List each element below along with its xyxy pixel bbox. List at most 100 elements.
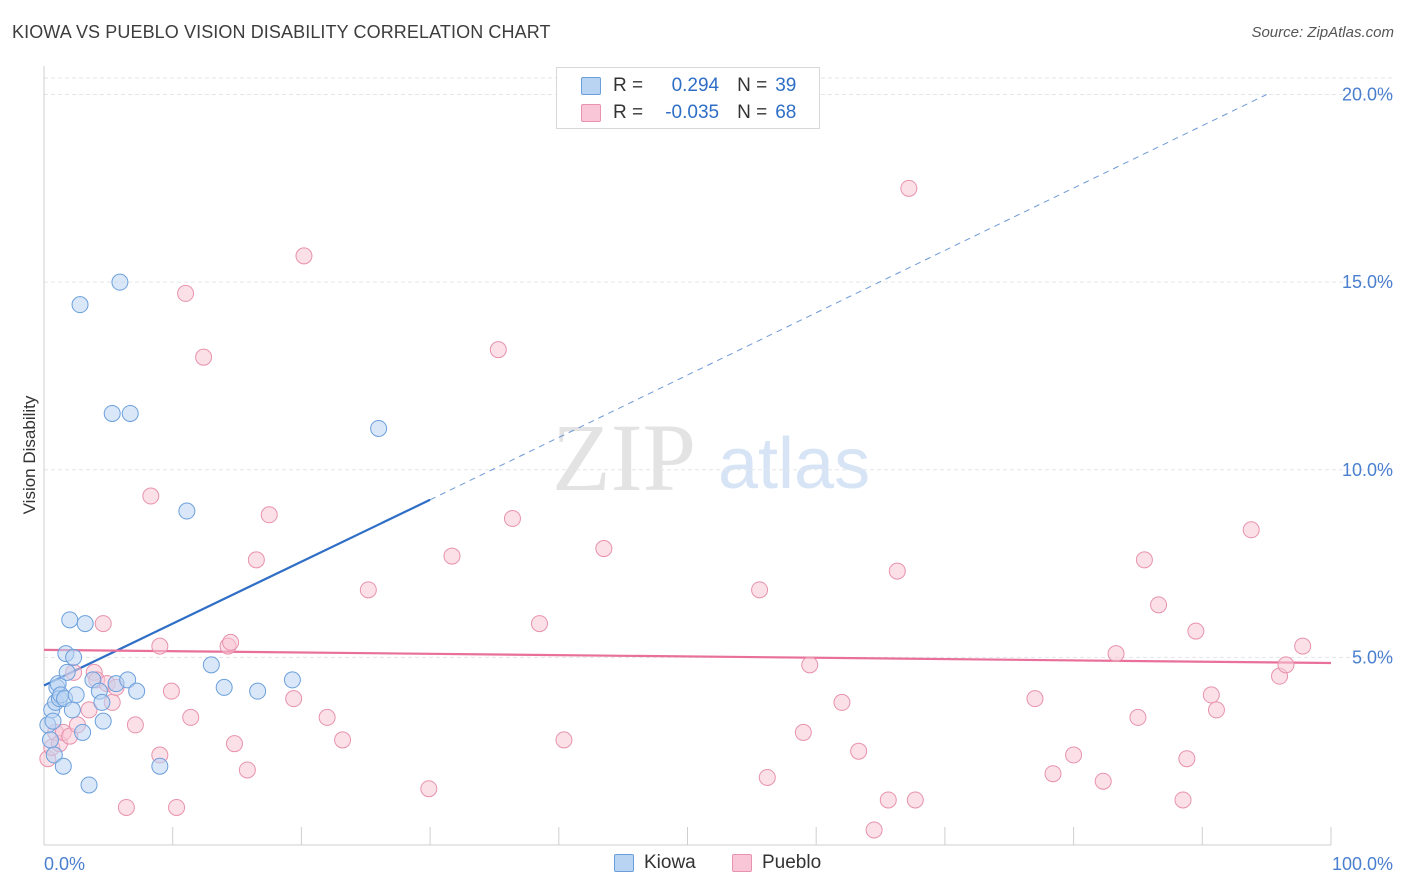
pueblo-point xyxy=(1135,551,1153,569)
kiowa-point xyxy=(128,682,146,700)
pueblo-point xyxy=(1065,746,1083,764)
kiowa-point xyxy=(80,776,98,794)
legend-row-kiowa: R = 0.294 N = 39 xyxy=(581,74,796,98)
y-tick-label: 15.0% xyxy=(1342,272,1393,292)
kiowa-point xyxy=(58,663,76,681)
r-label: R = xyxy=(613,102,644,123)
kiowa-point xyxy=(178,502,196,520)
y-tick-label: 20.0% xyxy=(1342,85,1393,105)
kiowa-swatch xyxy=(581,77,601,95)
pueblo-point xyxy=(1107,645,1125,663)
pueblo-point xyxy=(1294,637,1312,655)
pueblo-point xyxy=(182,708,200,726)
kiowa-point xyxy=(65,648,83,666)
watermark-atlas: atlas xyxy=(718,424,870,504)
pueblo-point xyxy=(285,690,303,708)
n-value: 39 xyxy=(775,75,797,96)
pueblo-point xyxy=(1277,656,1295,674)
pueblo-point xyxy=(888,562,906,580)
pueblo-point xyxy=(850,742,868,760)
pueblo-point xyxy=(1242,521,1260,539)
pueblo-point xyxy=(530,615,548,633)
pueblo-point xyxy=(295,247,313,265)
pueblo-point xyxy=(801,656,819,674)
kiowa-trend-extension xyxy=(429,94,1267,501)
legend-pueblo-label: Pueblo xyxy=(762,852,822,873)
pueblo-point xyxy=(247,551,265,569)
kiowa-point xyxy=(151,757,169,775)
kiowa-point xyxy=(74,723,92,741)
pueblo-point xyxy=(503,510,521,528)
kiowa-point xyxy=(370,419,388,437)
pueblo-point xyxy=(359,581,377,599)
legend-item-kiowa: Kiowa xyxy=(614,852,696,874)
pueblo-point xyxy=(555,731,573,749)
pueblo-point xyxy=(1150,596,1168,614)
pueblo-point xyxy=(595,540,613,558)
pueblo-point xyxy=(879,791,897,809)
n-value: 68 xyxy=(775,102,797,123)
kiowa-point xyxy=(202,656,220,674)
legend-item-pueblo: Pueblo xyxy=(732,852,821,874)
kiowa-legend-swatch xyxy=(614,854,634,872)
kiowa-point xyxy=(41,731,59,749)
pueblo-point xyxy=(1174,791,1192,809)
x-tick-label-max: 100.0% xyxy=(1332,854,1393,874)
kiowa-point xyxy=(76,615,94,633)
kiowa-point xyxy=(121,404,139,422)
chart-title: KIOWA VS PUEBLO VISION DISABILITY CORREL… xyxy=(12,22,551,42)
pueblo-point xyxy=(168,798,186,816)
n-label: N = xyxy=(737,102,768,123)
pueblo-swatch xyxy=(581,104,601,122)
pueblo-point xyxy=(142,487,160,505)
y-tick-label: 5.0% xyxy=(1352,647,1393,667)
pueblo-point xyxy=(318,708,336,726)
pueblo-point xyxy=(751,581,769,599)
kiowa-point xyxy=(94,712,112,730)
kiowa-point xyxy=(63,701,81,719)
r-value: -0.035 xyxy=(665,102,720,123)
x-tick-label-min: 0.0% xyxy=(44,854,85,874)
pueblo-point xyxy=(1187,622,1205,640)
kiowa-point xyxy=(119,671,137,689)
pueblo-trend-line xyxy=(43,648,1332,665)
pueblo-point xyxy=(162,682,180,700)
correlation-legend: R = 0.294 N = 39 R = -0.035 N = 68 xyxy=(556,67,820,129)
y-tick-labels: 5.0% 10.0% 15.0% 20.0% xyxy=(1342,85,1393,668)
kiowa-point xyxy=(111,273,129,291)
axes xyxy=(43,66,1332,846)
data-points xyxy=(39,179,1312,839)
pueblo-point xyxy=(794,723,812,741)
kiowa-point xyxy=(45,746,63,764)
watermark-zip: ZIP xyxy=(552,404,696,511)
pueblo-point xyxy=(906,791,924,809)
source-label: Source: ZipAtlas.com xyxy=(1251,24,1394,41)
pueblo-point xyxy=(177,284,195,302)
pueblo-point xyxy=(80,701,98,719)
pueblo-point xyxy=(1207,701,1225,719)
pueblo-point xyxy=(420,780,438,798)
pueblo-point xyxy=(195,348,213,366)
y-tick-label: 10.0% xyxy=(1342,460,1393,480)
series-legend: Kiowa Pueblo xyxy=(0,852,1406,878)
kiowa-trend-line xyxy=(43,498,431,687)
pueblo-point xyxy=(1026,690,1044,708)
pueblo-point xyxy=(334,731,352,749)
pueblo-point xyxy=(865,821,883,839)
r-label: R = xyxy=(613,75,644,96)
y-axis-label: Vision Disability xyxy=(20,395,39,514)
pueblo-point xyxy=(443,547,461,565)
pueblo-point xyxy=(1094,772,1112,790)
trend-lines xyxy=(43,94,1332,687)
pueblo-point xyxy=(126,716,144,734)
pueblo-point xyxy=(900,179,918,197)
pueblo-point xyxy=(1129,708,1147,726)
kiowa-point xyxy=(283,671,301,689)
kiowa-point xyxy=(44,712,62,730)
pueblo-point xyxy=(260,506,278,524)
kiowa-point xyxy=(103,404,121,422)
r-value: 0.294 xyxy=(671,75,720,96)
pueblo-point xyxy=(222,633,240,651)
pueblo-point xyxy=(117,798,135,816)
